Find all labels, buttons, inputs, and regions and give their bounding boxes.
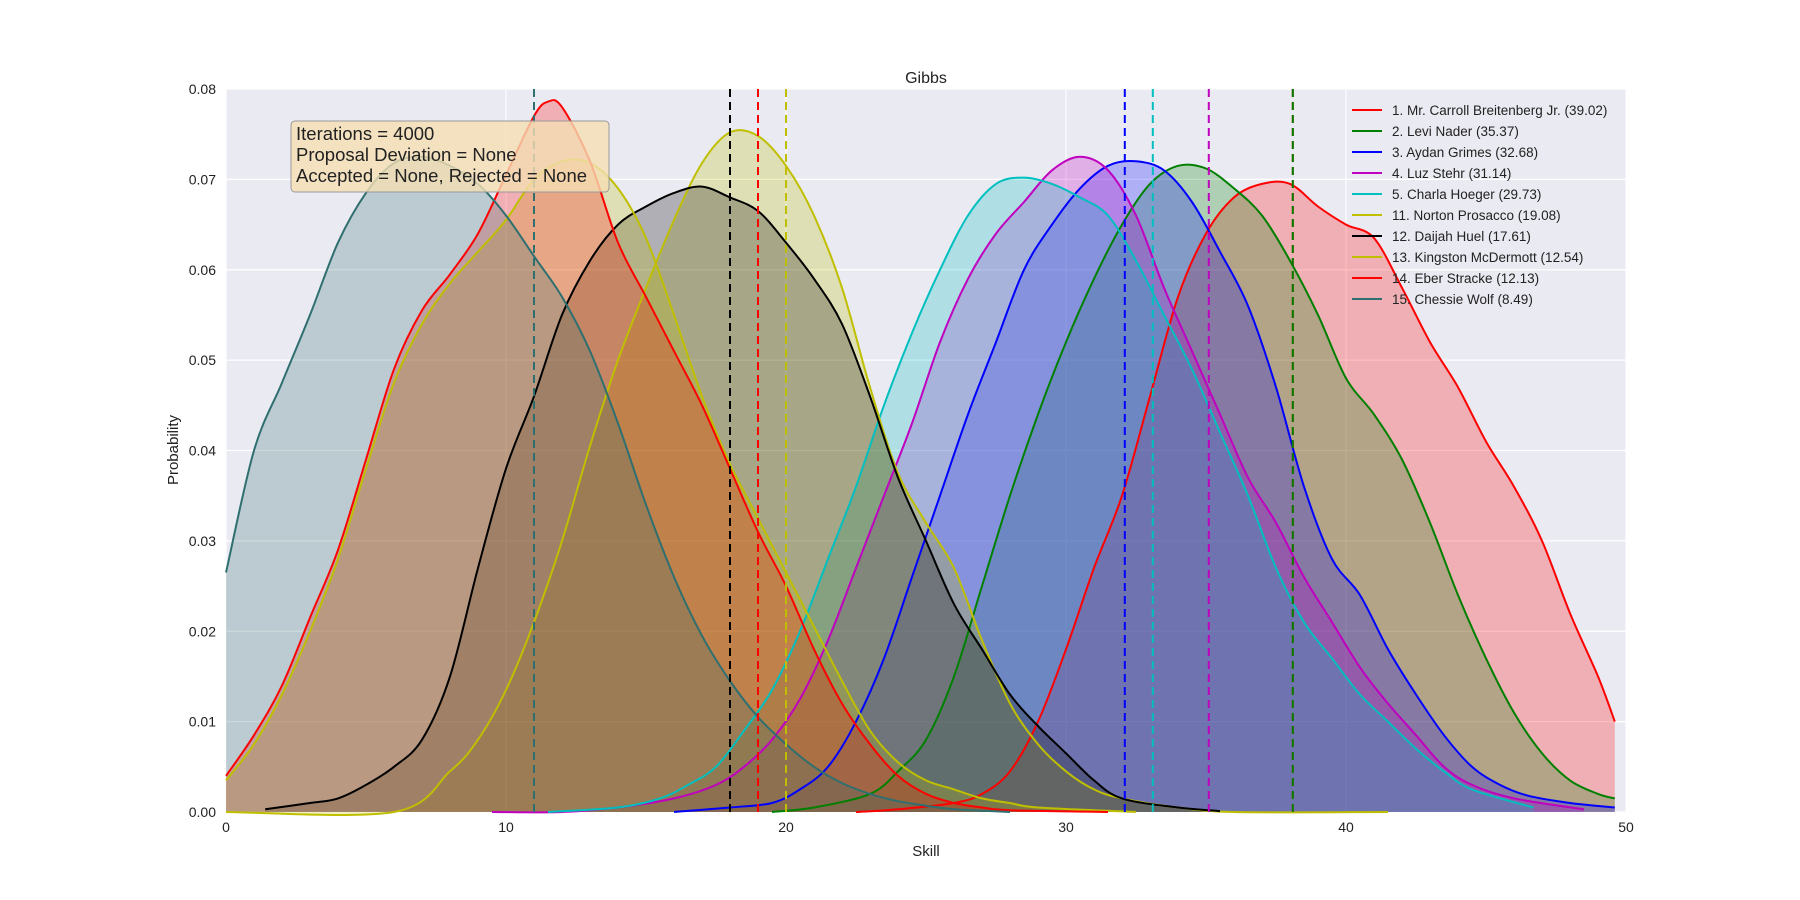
y-tick-label: 0.07	[189, 171, 216, 187]
info-iterations: Iterations = 4000	[296, 123, 434, 144]
legend: 1. Mr. Carroll Breitenberg Jr. (39.02) 2.…	[1352, 103, 1607, 307]
info-accepted-rejected: Accepted = None, Rejected = None	[296, 165, 587, 186]
series-fill-8	[226, 159, 1136, 812]
legend-label: 12. Daijah Huel (17.61)	[1392, 229, 1531, 244]
info-box-background	[290, 120, 610, 193]
info-box: Iterations = 4000 Proposal Deviation = N…	[290, 120, 610, 193]
y-tick-label: 0.02	[189, 623, 216, 639]
x-tick-label: 0	[222, 819, 230, 835]
x-tick-label: 10	[498, 819, 514, 835]
y-axis-label: Probability	[165, 414, 182, 485]
series-curve-4	[491, 155, 1585, 814]
y-tick-label: 0.06	[189, 262, 216, 278]
legend-label: 14. Eber Stracke (12.13)	[1392, 271, 1539, 286]
series-curve-3	[673, 160, 1615, 813]
series-fill-4	[492, 156, 1584, 813]
x-tick-label: 20	[778, 819, 794, 835]
legend-label: 2. Levi Nader (35.37)	[1392, 124, 1519, 139]
series-curve-7	[265, 185, 1221, 813]
series-fill-10	[226, 156, 1010, 812]
series-fill-6	[226, 130, 1388, 816]
legend-label: 3. Aydan Grimes (32.68)	[1392, 145, 1538, 160]
info-proposal-deviation: Proposal Deviation = None	[296, 144, 517, 165]
mean-lines	[533, 89, 1294, 812]
legend-label: 1. Mr. Carroll Breitenberg Jr. (39.02)	[1392, 103, 1607, 118]
chart-title: Gibbs	[905, 70, 947, 87]
series-curve-1	[855, 180, 1616, 813]
y-tick-label: 0.00	[189, 804, 216, 820]
series-curve-10	[225, 155, 1011, 813]
series-curve-6	[225, 129, 1389, 817]
y-tick-label: 0.01	[189, 714, 216, 730]
y-axis-ticks: 0.00 0.01 0.02 0.03 0.04 0.05 0.06 0.07 0.08	[189, 81, 216, 820]
x-tick-label: 50	[1618, 819, 1634, 835]
series-curve-9	[225, 99, 1109, 813]
y-tick-label: 0.03	[189, 533, 216, 549]
legend-label: 15. Chessie Wolf (8.49)	[1392, 292, 1533, 307]
series-curve-8	[225, 158, 1137, 813]
y-tick-label: 0.04	[189, 443, 216, 459]
legend-label: 11. Norton Prosacco (19.08)	[1392, 208, 1561, 223]
legend-label: 5. Charla Hoeger (29.73)	[1392, 187, 1541, 202]
x-axis-label: Skill	[912, 843, 940, 860]
y-tick-label: 0.08	[189, 81, 216, 97]
x-axis-ticks: 0 10 20 30 40 50	[222, 819, 1634, 835]
series-fill-3	[674, 161, 1615, 812]
density-curves	[225, 99, 1616, 817]
legend-label: 13. Kingston McDermott (12.54)	[1392, 250, 1583, 265]
series-fill-9	[226, 100, 1108, 813]
series-curve-2	[771, 163, 1616, 813]
series-fill-5	[548, 177, 1534, 813]
x-tick-label: 30	[1058, 819, 1074, 835]
series-fill-1	[856, 181, 1615, 812]
legend-label: 4. Luz Stehr (31.14)	[1392, 166, 1511, 181]
y-tick-label: 0.05	[189, 352, 216, 368]
x-tick-label: 40	[1338, 819, 1354, 835]
